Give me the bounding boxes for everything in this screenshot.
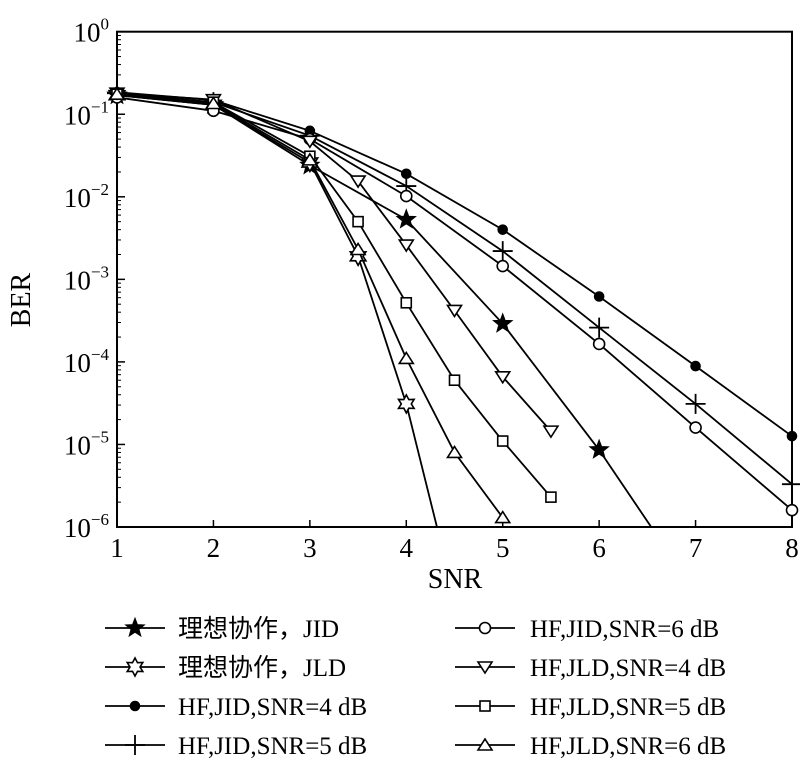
legend: 理想协作，JID 理想协作，JLD HF,JID,SNR=4 dB HF,JID,SN… (105, 615, 726, 760)
series-markers (108, 86, 512, 524)
filled-circle-marker (690, 360, 701, 372)
series-3 (117, 91, 792, 437)
series-markers (111, 88, 557, 503)
series-6 (117, 92, 552, 432)
legend-label: HF,JID,SNR=5 dB (178, 733, 367, 760)
triangle-up-marker (446, 444, 463, 459)
plus-marker (782, 474, 800, 495)
legend-label: HF,JID,SNR=4 dB (178, 694, 367, 721)
y-tick-label: 10−3 (64, 262, 109, 295)
hexagram-marker (397, 393, 416, 415)
triangle-up-marker (108, 86, 126, 100)
series-markers (108, 87, 560, 439)
triangle-up-marker (204, 96, 222, 110)
legend-label: 理想协作，JLD (178, 654, 346, 682)
legend-label: HF,JID,SNR=6 dB (530, 616, 719, 643)
y-tick-label: 100 (74, 15, 110, 48)
legend-label: 理想协作，JID (178, 615, 339, 643)
y-tick-label: 10−4 (64, 345, 110, 378)
filled-circle-marker (129, 700, 141, 712)
filled-star-marker (492, 312, 514, 333)
x-tick-label: 6 (592, 533, 606, 563)
circle-marker (496, 259, 510, 273)
legend-item: HF,JID,SNR=4 dB (105, 694, 367, 721)
square-marker (545, 491, 557, 503)
x-tick-label: 7 (689, 533, 703, 563)
x-tick-label: 3 (303, 533, 317, 563)
series-line (117, 91, 792, 437)
series-markers (111, 86, 798, 442)
legend-item: HF,JID,SNR=6 dB (455, 616, 719, 643)
plus-marker (125, 735, 145, 755)
legend-item: HF,JID,SNR=5 dB (105, 733, 367, 760)
x-tick-label: 1 (110, 533, 124, 563)
x-tick-label: 4 (400, 533, 414, 563)
filled-circle-marker (786, 430, 798, 442)
y-tick-label: 10−6 (64, 510, 109, 543)
legend-item: HF,JLD,SNR=5 dB (455, 694, 726, 721)
hexagram-marker (125, 656, 145, 678)
series-4 (117, 92, 792, 485)
legend-item: 理想协作，JLD (105, 654, 346, 682)
legend-item: HF,JLD,SNR=6 dB (455, 733, 726, 760)
triangle-up-marker (494, 510, 512, 524)
triangle-up-marker (397, 350, 415, 365)
legend-item: 理想协作，JID (105, 615, 339, 643)
triangle-down-marker (349, 175, 367, 189)
square-marker (496, 435, 509, 447)
filled-star-marker (395, 208, 417, 229)
filled-star-marker (588, 438, 610, 459)
series-line (117, 94, 438, 527)
series-line (117, 93, 552, 498)
series-2 (117, 94, 438, 527)
plus-marker (685, 393, 706, 414)
axes: 1 2 3 4 5 6 7 8 100 10−1 10−2 10−3 10−4 10−5 10−6 (64, 15, 799, 563)
triangle-down-marker (494, 370, 512, 385)
triangle-down-marker (397, 239, 415, 253)
series-markers (106, 83, 610, 459)
circle-marker (478, 621, 492, 635)
series-line (117, 92, 792, 485)
series-line (117, 96, 792, 511)
series-5 (117, 96, 792, 511)
y-tick-label: 10−1 (64, 97, 109, 130)
y-axis-label: BER (6, 272, 37, 327)
square-marker (352, 215, 364, 228)
square-marker (400, 296, 413, 309)
x-tick-label: 8 (785, 533, 799, 563)
circle-marker (592, 337, 606, 351)
triangle-down-marker (542, 425, 560, 439)
plus-marker (589, 317, 610, 338)
triangle-up-marker (349, 241, 367, 256)
legend-label: HF,JLD,SNR=5 dB (530, 694, 726, 721)
circle-marker (689, 421, 702, 434)
legend-item: HF,JLD,SNR=4 dB (455, 655, 726, 682)
series-7 (117, 93, 552, 498)
square-marker (479, 700, 491, 712)
x-tick-label: 5 (496, 533, 510, 563)
plus-marker (492, 241, 513, 262)
circle-marker (785, 503, 799, 517)
triangle-up-marker (301, 152, 319, 166)
y-tick-label: 10−5 (64, 427, 109, 460)
triangle-down-marker (476, 661, 494, 675)
series-line (117, 92, 552, 432)
legend-label: HF,JLD,SNR=6 dB (530, 733, 726, 760)
filled-circle-marker (497, 224, 509, 235)
triangle-down-marker (301, 135, 319, 149)
x-axis-label: SNR (428, 564, 483, 595)
x-tick-label: 2 (207, 533, 221, 563)
circle-marker (399, 189, 413, 203)
y-tick-label: 10−2 (64, 180, 109, 213)
triangle-up-marker (476, 737, 494, 751)
square-marker (448, 374, 461, 387)
plot-area (106, 83, 800, 527)
legend-label: HF,JLD,SNR=4 dB (530, 655, 726, 682)
filled-star-marker (124, 616, 146, 638)
hexagram-marker (348, 245, 368, 267)
triangle-down-marker (446, 304, 463, 318)
filled-circle-marker (593, 291, 605, 302)
